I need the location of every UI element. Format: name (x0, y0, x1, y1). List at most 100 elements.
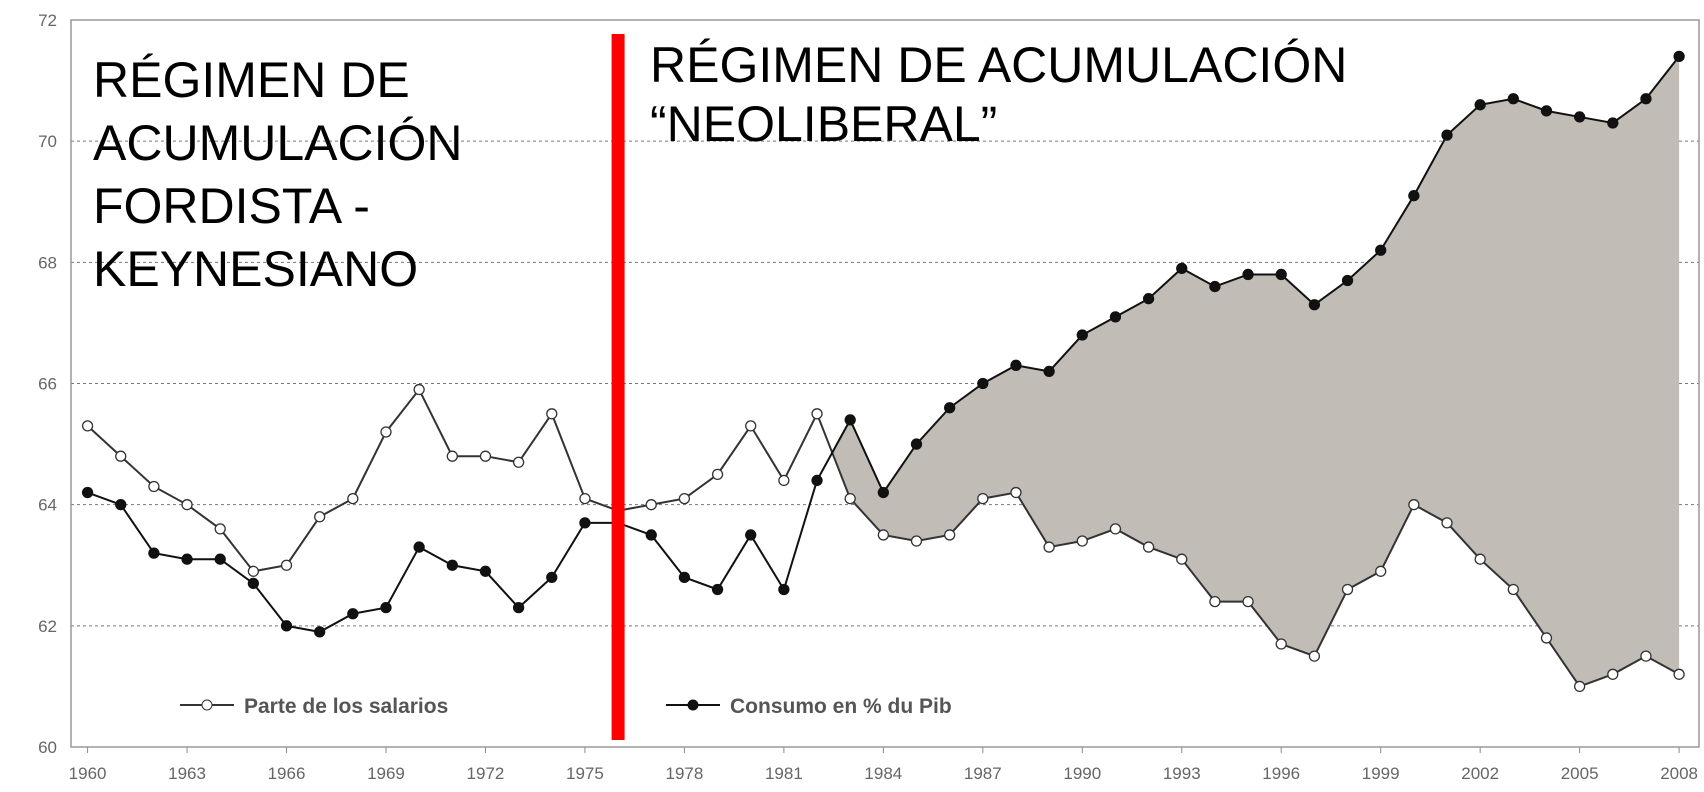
data-point (711, 468, 724, 481)
data-point (844, 492, 856, 505)
data-point (1573, 680, 1586, 693)
y-tick-label: 66 (38, 375, 57, 394)
data-point (1474, 99, 1486, 111)
data-point (1441, 129, 1453, 141)
data-point (479, 565, 492, 577)
data-point (1673, 668, 1685, 680)
y-tick-label: 60 (38, 738, 57, 757)
data-point (148, 480, 160, 493)
data-point (1673, 50, 1685, 62)
data-point (1142, 541, 1155, 553)
data-point (413, 541, 425, 553)
data-point (778, 583, 790, 596)
data-point (1507, 93, 1519, 105)
data-point (1010, 359, 1022, 371)
data-point (1341, 583, 1354, 596)
data-point (1573, 111, 1586, 123)
data-point (181, 553, 193, 565)
data-point (546, 571, 558, 584)
x-tick-label: 1987 (964, 764, 1002, 783)
data-point (512, 456, 525, 468)
data-point (1308, 299, 1321, 311)
data-point (778, 474, 790, 487)
data-point (81, 420, 94, 432)
x-tick-label: 1969 (367, 764, 405, 783)
data-point (1176, 553, 1188, 565)
x-tick-label: 1966 (268, 764, 306, 783)
data-point (1109, 311, 1122, 323)
data-point (115, 499, 127, 511)
data-point (1540, 105, 1553, 117)
data-point (579, 517, 591, 529)
data-point (314, 511, 326, 523)
data-point (181, 499, 193, 511)
x-tick-label: 1978 (665, 764, 703, 783)
legend-marker (201, 699, 213, 711)
x-tick-label: 1993 (1163, 764, 1201, 783)
data-point (214, 523, 226, 535)
data-point (347, 492, 359, 505)
data-point (1109, 523, 1122, 535)
data-point (745, 420, 757, 432)
data-point (1043, 365, 1055, 378)
legend-marker (687, 699, 699, 711)
x-tick-label: 1963 (168, 764, 206, 783)
plot-frame (70, 19, 1700, 748)
data-point (1375, 565, 1387, 577)
data-point (1640, 650, 1652, 662)
x-tick-label: 1984 (864, 764, 902, 783)
data-point (81, 486, 94, 499)
data-point (1076, 535, 1088, 547)
data-point (711, 583, 724, 596)
data-point (413, 383, 425, 396)
y-tick-label: 64 (38, 496, 57, 515)
y-tick-label: 68 (38, 253, 57, 272)
data-point (1242, 268, 1254, 281)
data-point (280, 620, 293, 632)
x-tick-label: 1996 (1262, 764, 1300, 783)
data-point (844, 414, 856, 426)
data-point (944, 529, 956, 541)
data-point (247, 577, 260, 590)
data-point (877, 486, 889, 499)
data-point (380, 426, 392, 438)
data-point (1474, 553, 1486, 565)
annotation: KEYNESIANO (93, 241, 418, 297)
data-point (214, 553, 226, 565)
data-point (1176, 262, 1188, 275)
annotation: RÉGIMEN DE ACUMULACIÓN (650, 37, 1347, 93)
data-point (1607, 668, 1619, 680)
data-point (446, 559, 458, 571)
data-point (745, 529, 757, 541)
x-tick-label: 1981 (765, 764, 803, 783)
data-point (1308, 650, 1321, 662)
y-tick-label: 70 (38, 132, 57, 151)
data-point (1275, 268, 1287, 281)
data-point (1242, 595, 1254, 608)
data-point (1341, 274, 1354, 287)
data-point (347, 608, 359, 620)
data-point (1607, 117, 1619, 129)
data-point (1043, 541, 1055, 553)
data-point (446, 450, 458, 462)
data-point (115, 450, 127, 462)
data-point (977, 377, 989, 390)
x-tick-label: 1960 (69, 764, 107, 783)
gap-area (832, 56, 1680, 687)
y-tick-label: 72 (38, 11, 57, 30)
data-point (678, 571, 691, 584)
data-point (645, 529, 657, 541)
annotation: “NEOLIBERAL” (650, 96, 997, 152)
data-point (1640, 93, 1652, 105)
data-point (910, 535, 923, 547)
x-tick-label: 1972 (467, 764, 505, 783)
data-point (1076, 329, 1088, 341)
data-point (1408, 499, 1420, 511)
x-tick-label: 1999 (1362, 764, 1400, 783)
data-point (811, 474, 823, 487)
data-point (1275, 638, 1287, 650)
x-tick-label: 2005 (1561, 764, 1599, 783)
data-point (479, 450, 492, 462)
legend-label: Parte de los salarios (244, 695, 448, 718)
